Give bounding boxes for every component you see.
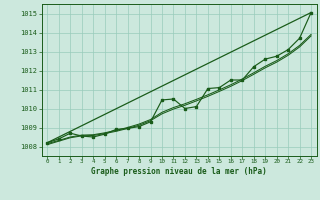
- X-axis label: Graphe pression niveau de la mer (hPa): Graphe pression niveau de la mer (hPa): [91, 167, 267, 176]
